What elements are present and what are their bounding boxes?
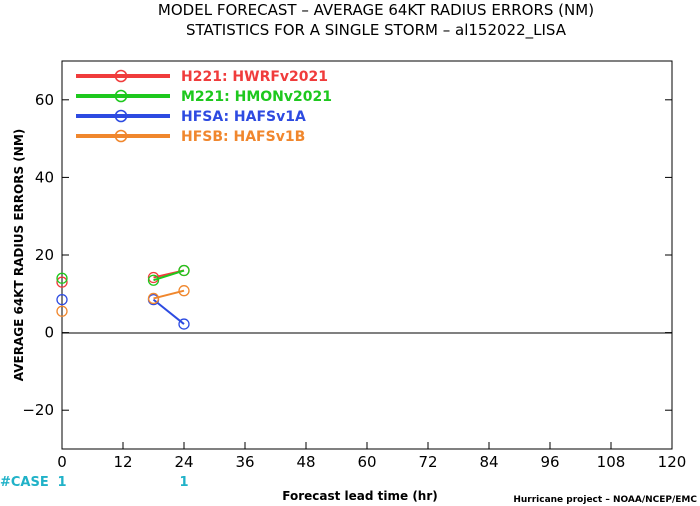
y-axis-label: AVERAGE 64KT RADIUS ERRORS (NM) bbox=[12, 129, 26, 381]
y-tick-label: 20 bbox=[35, 246, 54, 264]
data-point bbox=[56, 305, 68, 317]
x-tick-label: 84 bbox=[479, 453, 498, 471]
x-tick-label: 0 bbox=[57, 453, 67, 471]
x-tick-label: 72 bbox=[418, 453, 437, 471]
legend-marker bbox=[114, 69, 128, 83]
legend-label: M221: HMONv2021 bbox=[181, 89, 332, 105]
legend-label: H221: HWRFv2021 bbox=[181, 69, 328, 85]
data-point bbox=[56, 276, 68, 288]
data-point bbox=[178, 285, 190, 297]
chart-subtitle: STATISTICS FOR A SINGLE STORM – al152022… bbox=[186, 21, 567, 40]
credit-text: Hurricane project – NOAA/NCEP/EMC bbox=[513, 495, 697, 505]
case-count: 1 bbox=[179, 475, 188, 490]
x-tick-label: 12 bbox=[113, 453, 132, 471]
x-tick-label: 120 bbox=[658, 453, 687, 471]
y-tick-label: 60 bbox=[35, 91, 54, 109]
x-tick-label: 60 bbox=[357, 453, 376, 471]
data-point bbox=[56, 272, 68, 284]
legend-marker bbox=[114, 129, 128, 143]
legend-marker bbox=[114, 89, 128, 103]
x-tick-label: 36 bbox=[235, 453, 254, 471]
legend-label: HFSB: HAFSv1B bbox=[181, 129, 305, 145]
data-point bbox=[147, 274, 160, 286]
x-tick-label: 48 bbox=[296, 453, 315, 471]
data-point bbox=[147, 271, 160, 284]
x-tick-label: 108 bbox=[597, 453, 626, 471]
y-tick-label: 0 bbox=[44, 324, 54, 342]
y-tick-label: 40 bbox=[35, 168, 54, 186]
series-line bbox=[152, 298, 185, 325]
series-0 bbox=[56, 264, 190, 288]
x-tick-label: 24 bbox=[174, 453, 193, 471]
data-point bbox=[56, 293, 68, 306]
data-point bbox=[147, 292, 160, 305]
data-point bbox=[178, 264, 190, 277]
series-2 bbox=[56, 293, 190, 330]
series-1 bbox=[56, 264, 190, 286]
legend-marker bbox=[114, 109, 128, 123]
case-label: #CASE bbox=[0, 475, 49, 490]
data-point bbox=[178, 318, 190, 330]
plot-frame bbox=[61, 60, 673, 450]
chart-title: MODEL FORECAST – AVERAGE 64KT RADIUS ERR… bbox=[158, 1, 594, 19]
y-tick-label: −20 bbox=[22, 401, 54, 419]
case-count: 1 bbox=[57, 475, 66, 490]
legend-label: HFSA: HAFSv1A bbox=[181, 109, 306, 125]
x-axis-label: Forecast lead time (hr) bbox=[282, 489, 438, 503]
x-tick-label: 96 bbox=[540, 453, 559, 471]
series-3 bbox=[56, 285, 190, 317]
